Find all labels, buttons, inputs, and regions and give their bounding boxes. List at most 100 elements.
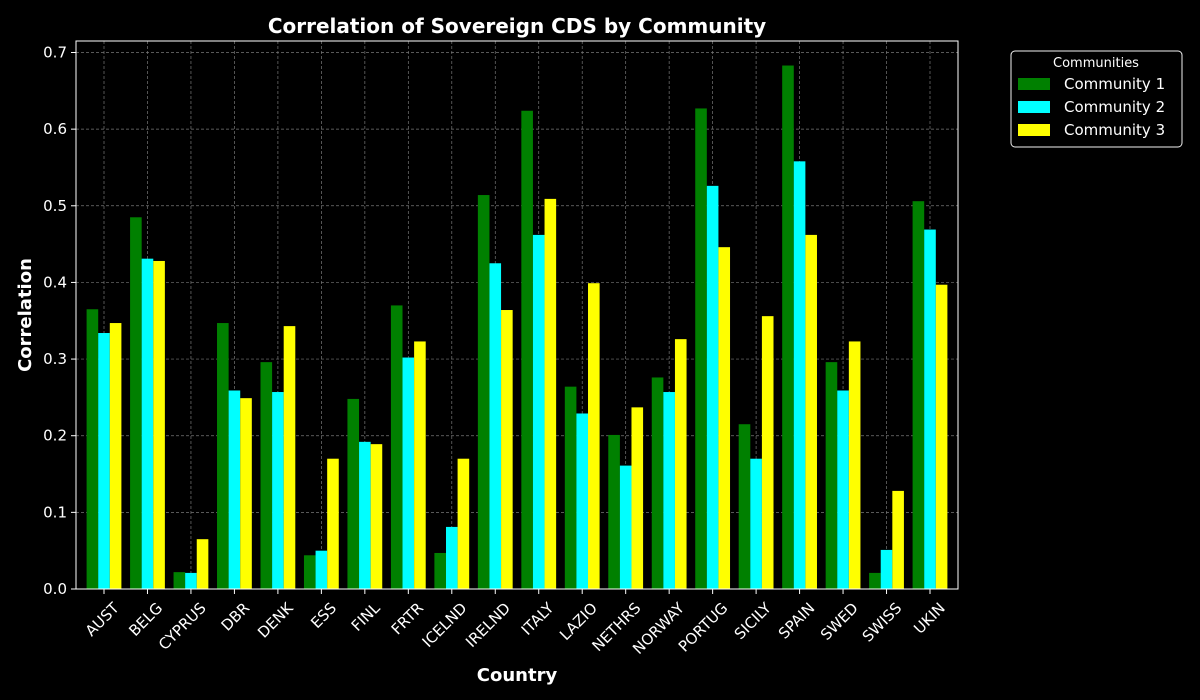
bar-community-1-ess xyxy=(303,555,316,589)
bar-community-2-ukin xyxy=(924,229,936,589)
bar-community-3-irelnd xyxy=(501,310,513,589)
bar-community-1-norway xyxy=(651,377,664,589)
legend-swatch xyxy=(1018,101,1050,113)
bar-community-2-dbr xyxy=(228,390,241,589)
y-tick-label: 0.1 xyxy=(43,503,67,521)
bar-community-1-nethrs xyxy=(608,434,620,589)
bar-community-2-swed xyxy=(837,390,849,589)
bar-community-3-swed xyxy=(848,341,861,589)
x-tick-label: FRTR xyxy=(388,599,427,638)
bar-community-3-cyprus xyxy=(196,539,209,589)
bar-community-3-aust xyxy=(109,323,122,589)
y-tick-label: 0.5 xyxy=(43,197,67,215)
bar-community-3-frtr xyxy=(414,341,426,589)
bar-community-2-ess xyxy=(315,550,328,589)
bar-community-3-sicily xyxy=(761,316,774,589)
bar-community-3-nethrs xyxy=(631,407,644,589)
x-tick-label: SICILY xyxy=(731,598,776,643)
bar-community-2-spain xyxy=(793,161,806,589)
bar-community-3-ukin xyxy=(935,284,948,589)
bar-community-1-frtr xyxy=(390,305,403,589)
x-tick-label: UKIN xyxy=(910,599,949,638)
y-axis-ticks: 0.0 0.1 0.2 0.3 0.4 0.5 0.6 0.7 xyxy=(43,43,76,598)
bar-community-1-dbr xyxy=(217,323,229,589)
y-tick-label: 0.3 xyxy=(43,350,67,368)
bar-community-3-belg xyxy=(153,260,165,589)
bar-community-1-portug xyxy=(695,108,707,589)
bar-community-1-spain xyxy=(782,65,794,589)
legend-box xyxy=(1010,50,1183,148)
bar-community-3-norway xyxy=(674,339,687,589)
bar-community-2-frtr xyxy=(402,357,415,589)
bar-community-1-cyprus xyxy=(173,572,186,589)
bar-community-3-dbr xyxy=(240,398,252,589)
bar-community-2-cyprus xyxy=(185,572,197,589)
bar-community-2-icelnd xyxy=(445,526,458,589)
legend-label: Community 2 xyxy=(1064,98,1165,116)
bar-community-2-finl xyxy=(359,441,371,589)
x-tick-label: SPAIN xyxy=(775,599,818,642)
x-axis-label: Country xyxy=(477,665,558,686)
x-tick-label: FINL xyxy=(348,599,384,635)
bar-community-1-irelnd xyxy=(477,195,490,589)
y-axis-label: Correlation xyxy=(15,258,36,372)
bar-community-3-ess xyxy=(327,458,339,589)
x-tick-label: DENK xyxy=(254,598,297,641)
x-tick-label: IRELND xyxy=(462,599,514,651)
x-tick-label: AUST xyxy=(82,598,124,640)
bar-community-2-norway xyxy=(663,392,675,589)
chart-title: Correlation of Sovereign CDS by Communit… xyxy=(268,14,766,38)
bar-community-1-italy xyxy=(521,110,533,589)
bar-community-1-icelnd xyxy=(434,552,446,589)
bar-community-2-denk xyxy=(272,392,284,589)
bar-community-1-ukin xyxy=(912,201,925,589)
legend-label: Community 1 xyxy=(1064,75,1165,93)
bar-community-3-portug xyxy=(718,247,731,589)
legend-label: Community 3 xyxy=(1064,121,1165,139)
legend-swatch xyxy=(1018,124,1050,136)
x-tick-label: ICELND xyxy=(419,599,471,651)
x-tick-label: ESS xyxy=(307,599,340,632)
bar-community-3-icelnd xyxy=(457,458,470,589)
bar-community-2-portug xyxy=(706,185,719,589)
x-tick-label: BELG xyxy=(125,599,166,640)
bar-community-1-swiss xyxy=(869,572,881,589)
x-tick-label: DBR xyxy=(218,599,254,635)
bar-community-2-sicily xyxy=(750,458,762,589)
bar-community-3-swiss xyxy=(892,490,904,589)
legend-swatch xyxy=(1018,78,1050,90)
bar-community-2-lazio xyxy=(576,413,589,589)
legend-title: Communities xyxy=(1053,56,1139,71)
y-tick-label: 0.2 xyxy=(43,427,67,445)
bar-community-2-swiss xyxy=(880,549,893,589)
bar-community-2-belg xyxy=(141,258,154,589)
bar-community-1-sicily xyxy=(738,424,751,589)
bar-community-1-lazio xyxy=(564,386,577,589)
plot-frame xyxy=(75,40,959,590)
y-tick-label: 0.7 xyxy=(43,43,67,61)
bar-community-2-nethrs xyxy=(619,465,632,589)
bar-community-2-irelnd xyxy=(489,263,502,589)
bar-community-3-spain xyxy=(805,234,817,589)
y-tick-label: 0.4 xyxy=(43,273,67,291)
bar-community-2-aust xyxy=(98,333,110,589)
legend-entries: Community 1 Community 2 Community 3 xyxy=(1018,75,1165,139)
bar-community-2-italy xyxy=(532,234,545,589)
bar-community-1-aust xyxy=(86,309,99,589)
x-tick-label: ITALY xyxy=(518,598,558,638)
x-tick-label: SWISS xyxy=(859,599,906,646)
x-tick-label: CYPRUS xyxy=(155,599,210,654)
bar-community-3-italy xyxy=(544,198,557,589)
bars-layer xyxy=(86,65,948,589)
y-tick-label: 0.0 xyxy=(43,580,67,598)
bar-community-1-swed xyxy=(825,362,838,589)
bar-community-3-lazio xyxy=(588,283,600,589)
bar-community-3-finl xyxy=(370,444,383,589)
y-tick-label: 0.6 xyxy=(43,120,67,138)
bar-community-3-denk xyxy=(283,326,296,589)
bar-community-1-belg xyxy=(130,217,142,589)
